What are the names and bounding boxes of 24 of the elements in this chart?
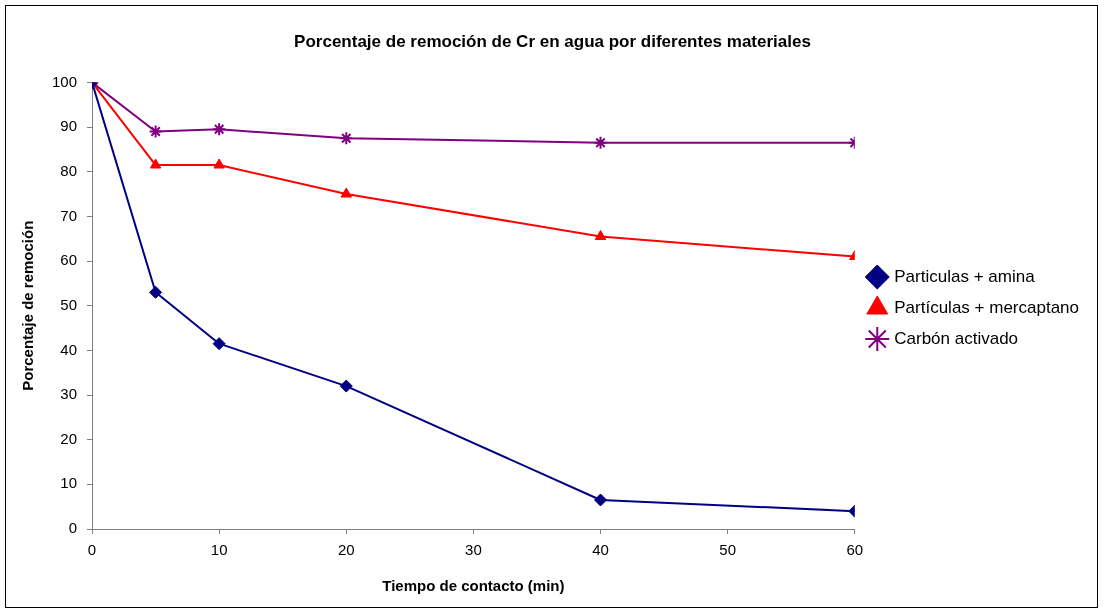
y-tick-label: 30 <box>60 385 78 403</box>
y-tick-label: 10 <box>60 474 78 492</box>
y-tick-label: 90 <box>60 117 78 135</box>
y-tick-label: 100 <box>52 72 78 90</box>
x-axis-title: Tiempo de contacto (min) <box>382 577 565 595</box>
x-tick-label: 20 <box>337 541 355 559</box>
legend-label: Particulas + amina <box>894 266 1036 286</box>
y-axis-title: Porcentaje de remoción <box>19 220 37 391</box>
y-tick-label: 20 <box>60 429 78 447</box>
x-tick-label: 40 <box>592 541 609 559</box>
x-tick-label: 0 <box>87 541 97 559</box>
y-tick-label: 80 <box>60 161 78 179</box>
y-tick-label: 50 <box>60 295 78 313</box>
legend-label: Carbón activado <box>894 328 1019 348</box>
x-tick-label: 10 <box>210 541 228 559</box>
y-tick-label: 70 <box>60 206 78 224</box>
x-tick-label: 30 <box>465 541 482 559</box>
x-tick-label: 50 <box>719 541 736 559</box>
y-tick-label: 0 <box>68 519 78 537</box>
chart-title: Porcentaje de remoción de Cr en agua por diferentes materiales <box>294 31 811 51</box>
x-tick-label: 60 <box>846 541 864 559</box>
y-tick-label: 60 <box>60 251 78 269</box>
y-tick-label: 40 <box>60 340 78 358</box>
legend-label: Partículas + mercaptano <box>894 297 1079 317</box>
